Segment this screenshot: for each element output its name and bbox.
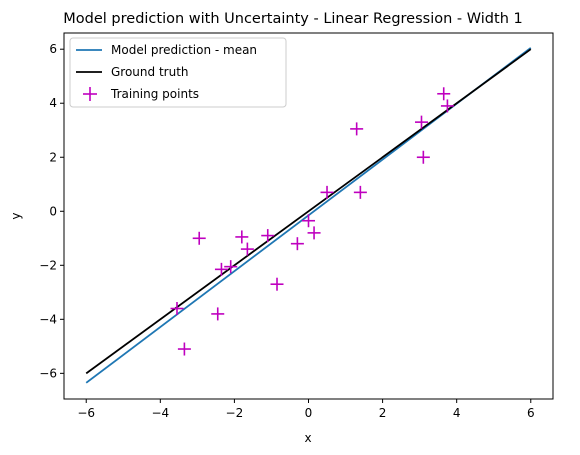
training-point-12 [307,226,321,240]
x-tick-label: 4 [453,406,461,420]
legend: Model prediction - mean Ground truth Train… [69,37,287,108]
training-point-16 [414,115,428,129]
training-point-15 [353,185,367,199]
y-tick-label: 2 [49,150,57,164]
y-tick-label: −4 [39,312,57,326]
training-point-8 [261,229,275,243]
training-point-18 [437,87,451,101]
y-tick-label: 6 [49,42,57,56]
x-tick-label: −4 [151,406,169,420]
training-point-0 [170,302,184,316]
legend-label-2: Training points [110,87,199,101]
training-point-9 [270,277,284,291]
training-point-10 [290,237,304,251]
x-axis-label: x [304,431,311,445]
training-point-11 [302,214,315,228]
x-tick-label: 2 [379,406,387,420]
legend-swatch-2 [83,87,97,101]
training-point-6 [235,230,249,244]
x-tick-label: 6 [527,406,535,420]
series-line-1 [85,48,532,375]
legend-label-0: Model prediction - mean [111,43,257,57]
training-point-7 [240,242,254,256]
y-axis-label: y [9,212,23,219]
training-point-3 [211,307,225,321]
legend-label-1: Ground truth [111,65,189,79]
y-tick-label: 0 [49,204,57,218]
x-tick-label: 0 [305,406,313,420]
x-tick-label: −2 [226,406,244,420]
training-point-13 [320,185,334,199]
training-point-14 [350,122,364,136]
training-point-4 [214,262,228,276]
training-point-19 [440,99,454,113]
y-tick-label: −2 [39,258,57,272]
plot-area [85,47,532,384]
training-point-1 [177,342,191,356]
axis-ticks: −6 −4 −2 0 2 4 6 −6 −4 −2 0 2 4 6 [39,42,534,420]
x-tick-label: −6 [77,406,95,420]
training-point-2 [192,231,206,245]
training-point-5 [224,260,238,274]
y-tick-label: −6 [39,366,57,380]
legend-box [69,37,287,108]
chart-title: Model prediction with Uncertainty - Line… [63,11,522,27]
training-point-17 [416,150,430,164]
y-tick-label: 4 [49,96,57,110]
